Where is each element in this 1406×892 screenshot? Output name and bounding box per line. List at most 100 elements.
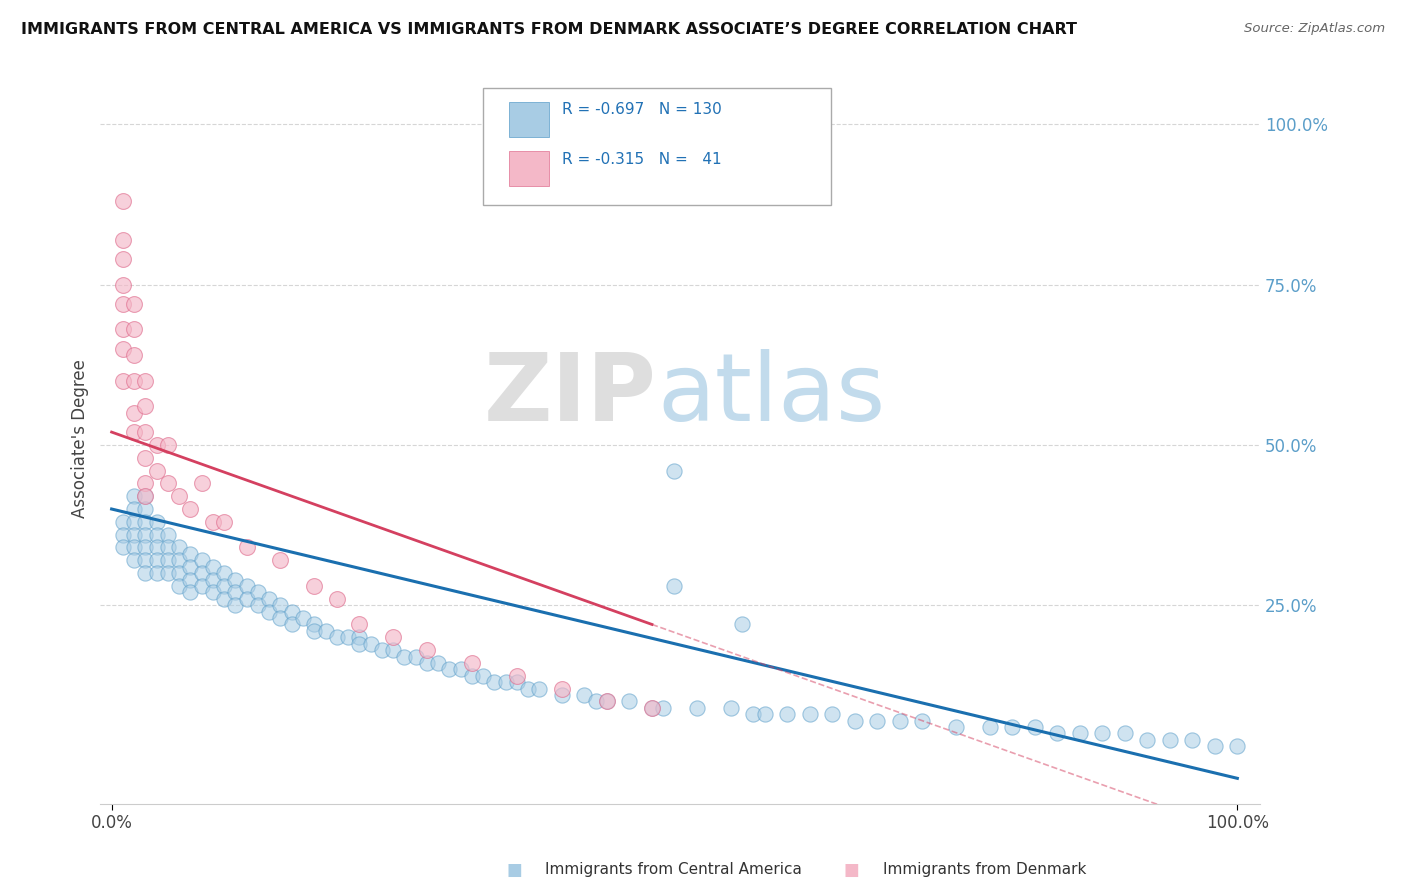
Point bbox=[122, 374, 145, 388]
Point bbox=[111, 277, 134, 292]
Point bbox=[134, 553, 156, 567]
Point bbox=[145, 553, 167, 567]
Point bbox=[280, 617, 302, 632]
Point bbox=[304, 579, 326, 593]
Point bbox=[349, 637, 371, 651]
Point bbox=[945, 720, 967, 734]
Point bbox=[596, 694, 619, 708]
Point bbox=[596, 694, 619, 708]
Point bbox=[461, 669, 484, 683]
Text: ZIP: ZIP bbox=[484, 349, 657, 441]
Point bbox=[1114, 726, 1136, 740]
Text: IMMIGRANTS FROM CENTRAL AMERICA VS IMMIGRANTS FROM DENMARK ASSOCIATE’S DEGREE CO: IMMIGRANTS FROM CENTRAL AMERICA VS IMMIG… bbox=[21, 22, 1077, 37]
Point bbox=[1226, 739, 1249, 754]
Point bbox=[1069, 726, 1091, 740]
Point bbox=[1181, 732, 1204, 747]
Point bbox=[731, 617, 754, 632]
Point bbox=[212, 515, 235, 529]
Point bbox=[1204, 739, 1226, 754]
Point bbox=[799, 707, 821, 722]
Point bbox=[235, 579, 257, 593]
Text: R = -0.315   N =   41: R = -0.315 N = 41 bbox=[562, 152, 721, 167]
Point bbox=[134, 566, 156, 581]
Point bbox=[134, 374, 156, 388]
Point bbox=[224, 573, 246, 587]
Point bbox=[821, 707, 844, 722]
Point bbox=[416, 643, 439, 657]
Point bbox=[291, 611, 314, 625]
Point bbox=[111, 515, 134, 529]
Point bbox=[212, 579, 235, 593]
Point bbox=[551, 688, 574, 702]
Text: ■: ■ bbox=[844, 861, 859, 879]
Point bbox=[664, 464, 686, 478]
Point bbox=[156, 553, 179, 567]
Point bbox=[257, 591, 280, 606]
Point bbox=[326, 591, 349, 606]
Point bbox=[122, 348, 145, 362]
Point bbox=[190, 566, 212, 581]
Point bbox=[574, 688, 596, 702]
Y-axis label: Associate's Degree: Associate's Degree bbox=[72, 359, 89, 518]
Point bbox=[122, 489, 145, 503]
Point bbox=[145, 464, 167, 478]
Point bbox=[585, 694, 607, 708]
Point bbox=[349, 630, 371, 644]
Point bbox=[201, 585, 224, 599]
Point bbox=[111, 194, 134, 209]
Point bbox=[461, 656, 484, 670]
Point bbox=[134, 541, 156, 555]
Point bbox=[1024, 720, 1046, 734]
Point bbox=[866, 714, 889, 728]
Point bbox=[134, 476, 156, 491]
Point bbox=[145, 527, 167, 541]
Point bbox=[134, 489, 156, 503]
Point bbox=[179, 585, 201, 599]
Point bbox=[394, 649, 416, 664]
Point bbox=[1001, 720, 1024, 734]
Point bbox=[382, 643, 405, 657]
Point bbox=[122, 515, 145, 529]
Point bbox=[190, 579, 212, 593]
Point bbox=[156, 438, 179, 452]
Point bbox=[754, 707, 776, 722]
Point bbox=[246, 598, 269, 612]
Point bbox=[145, 438, 167, 452]
Point bbox=[122, 425, 145, 439]
Point bbox=[641, 700, 664, 714]
Point bbox=[484, 675, 506, 690]
Point bbox=[844, 714, 866, 728]
Point bbox=[235, 541, 257, 555]
Point bbox=[167, 566, 190, 581]
Point bbox=[167, 579, 190, 593]
Point bbox=[257, 605, 280, 619]
Point bbox=[360, 637, 382, 651]
Point bbox=[495, 675, 517, 690]
Point bbox=[122, 297, 145, 311]
Point bbox=[122, 541, 145, 555]
Point bbox=[156, 566, 179, 581]
Text: ■: ■ bbox=[506, 861, 522, 879]
Point bbox=[134, 400, 156, 414]
Point bbox=[167, 553, 190, 567]
Point bbox=[619, 694, 641, 708]
Text: Immigrants from Central America: Immigrants from Central America bbox=[506, 863, 801, 877]
Point bbox=[1159, 732, 1181, 747]
FancyBboxPatch shape bbox=[509, 103, 550, 137]
Point bbox=[179, 559, 201, 574]
Point bbox=[134, 489, 156, 503]
Point bbox=[224, 598, 246, 612]
FancyBboxPatch shape bbox=[484, 87, 831, 204]
Point bbox=[122, 322, 145, 336]
Point bbox=[427, 656, 450, 670]
Point bbox=[304, 624, 326, 638]
Point bbox=[167, 489, 190, 503]
Point bbox=[134, 515, 156, 529]
Point bbox=[145, 566, 167, 581]
Point bbox=[349, 617, 371, 632]
Point bbox=[337, 630, 360, 644]
Point bbox=[450, 662, 472, 676]
Point bbox=[889, 714, 911, 728]
Point bbox=[111, 527, 134, 541]
Point bbox=[201, 573, 224, 587]
